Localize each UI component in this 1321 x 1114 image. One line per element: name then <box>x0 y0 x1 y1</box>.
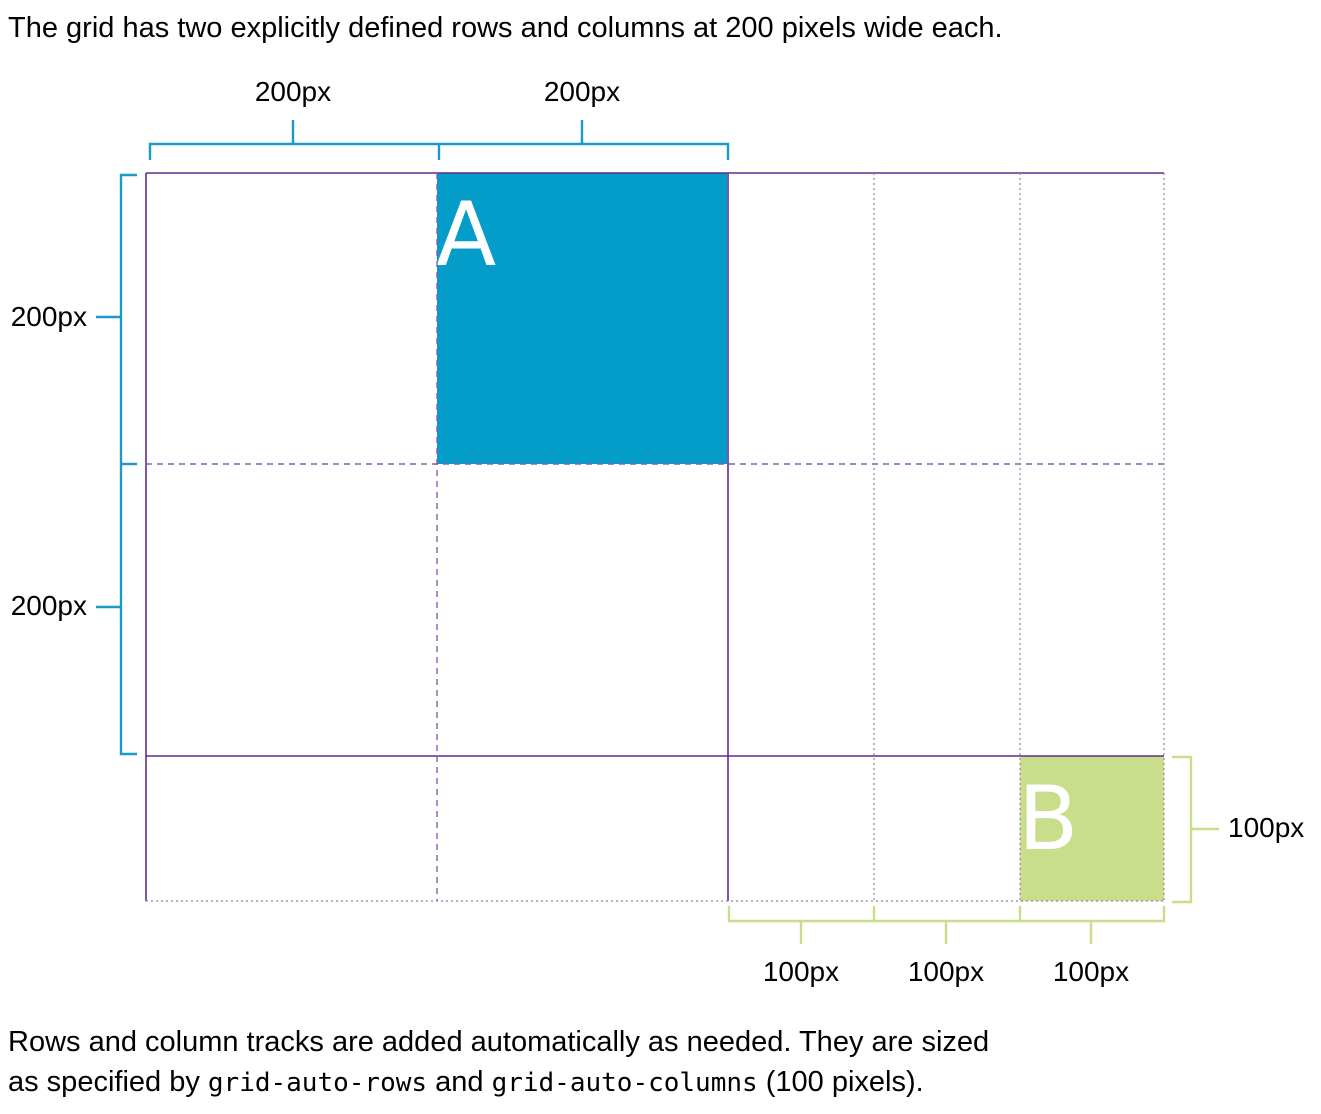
code-grid-auto-rows: grid-auto-rows <box>207 1068 428 1098</box>
bottom-caption-line-1: Rows and column tracks are added automat… <box>8 1026 990 1058</box>
grid-lines-dotted <box>146 173 1165 902</box>
item-a-label: A <box>436 183 496 286</box>
column-brackets <box>148 120 730 160</box>
caption-text: (100 pixels). <box>765 1066 924 1098</box>
auto-column-1-size: 100px <box>763 956 839 987</box>
auto-column-3-size: 100px <box>1053 956 1129 987</box>
item-a-box <box>437 173 727 464</box>
item-b-label: B <box>1018 767 1078 870</box>
column-2-size: 200px <box>544 76 620 107</box>
auto-row-bracket <box>1172 755 1219 904</box>
auto-column-2-size: 100px <box>908 956 984 987</box>
row-brackets <box>96 173 137 756</box>
caption-text: and <box>435 1066 484 1098</box>
bottom-caption: Rows and column tracks are added automat… <box>8 1022 989 1103</box>
auto-row-size: 100px <box>1228 812 1304 843</box>
column-1-size: 200px <box>255 76 331 107</box>
bottom-caption-line-2: as specified by grid-auto-rows and grid-… <box>8 1062 989 1103</box>
grid-lines-dashed <box>146 173 1164 901</box>
code-grid-auto-columns: grid-auto-columns <box>491 1068 758 1098</box>
item-b-box <box>1020 756 1164 901</box>
auto-column-brackets <box>727 906 1166 944</box>
row-2-size: 200px <box>11 590 87 621</box>
grid-lines-solid <box>145 172 1164 901</box>
row-1-size: 200px <box>11 301 87 332</box>
top-caption: The grid has two explicitly defined rows… <box>8 12 1003 44</box>
caption-text: as specified by <box>8 1066 200 1098</box>
